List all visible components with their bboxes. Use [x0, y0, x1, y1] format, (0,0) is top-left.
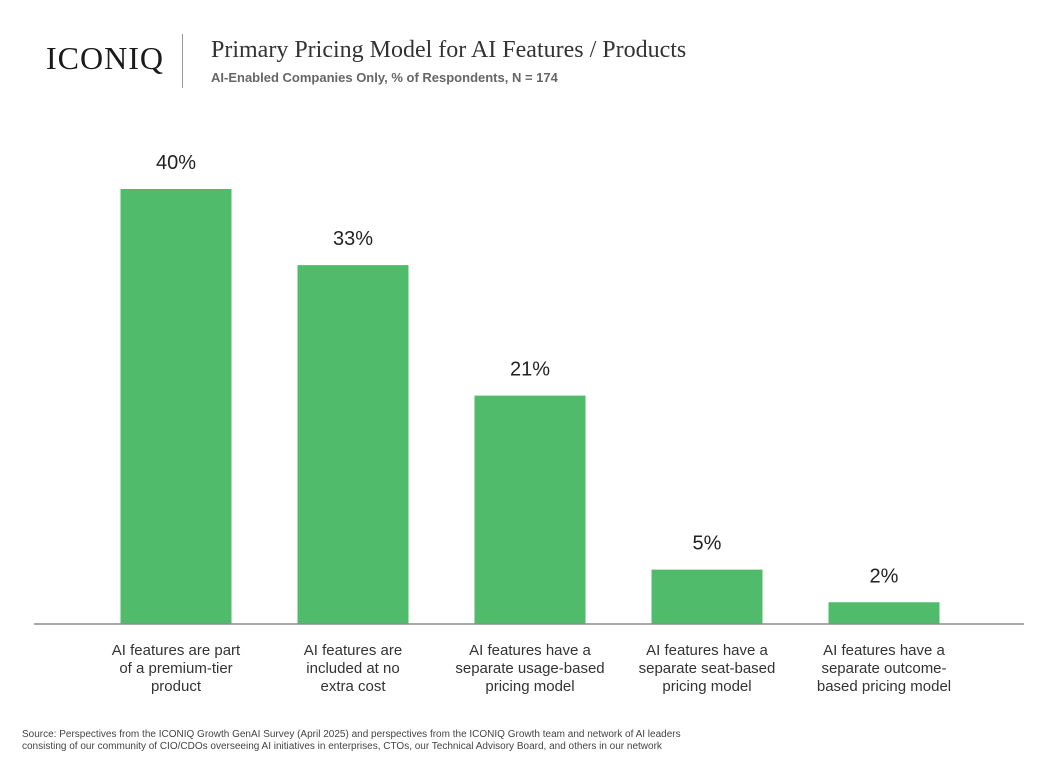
- data-label-3: 21%: [510, 359, 550, 381]
- category-label-1-line-3: product: [151, 678, 202, 695]
- header-divider: [182, 34, 183, 88]
- category-label-1-line-2: of a premium-tier: [119, 660, 232, 677]
- category-label-1-line-1: AI features are part: [112, 642, 241, 659]
- data-label-1: 40%: [156, 152, 196, 174]
- source-footnote: Source: Perspectives from the ICONIQ Gro…: [22, 729, 1032, 753]
- chart-subtitle: AI-Enabled Companies Only, % of Responde…: [211, 70, 558, 85]
- footnote-line-2: consisting of our community of CIO/CDOs …: [22, 741, 662, 752]
- category-label-3-line-3: pricing model: [485, 678, 574, 695]
- category-label-2-line-2: included at no: [306, 660, 399, 677]
- bar-5: [828, 602, 940, 624]
- category-label-2-line-1: AI features are: [304, 642, 402, 659]
- data-label-4: 5%: [693, 533, 722, 555]
- category-label-5-line-2: separate outcome-: [821, 660, 946, 677]
- data-label-2: 33%: [333, 228, 373, 250]
- bar-4: [651, 569, 763, 624]
- bar-3: [474, 395, 586, 624]
- iconiq-logo: ICONIQ: [46, 40, 164, 76]
- bar-1: [120, 189, 232, 624]
- bar-2: [297, 265, 409, 624]
- footnote-line-1: Source: Perspectives from the ICONIQ Gro…: [22, 729, 681, 740]
- category-label-5-line-1: AI features have a: [823, 642, 945, 659]
- category-label-5-line-3: based pricing model: [817, 678, 951, 695]
- category-label-3-line-1: AI features have a: [469, 642, 591, 659]
- category-label-4-line-2: separate seat-based: [639, 660, 776, 677]
- category-label-4-line-3: pricing model: [662, 678, 751, 695]
- category-label-3-line-2: separate usage-based: [455, 660, 604, 677]
- category-label-2-line-3: extra cost: [320, 678, 386, 695]
- category-label-4-line-1: AI features have a: [646, 642, 768, 659]
- data-label-5: 2%: [870, 565, 899, 587]
- chart-title: Primary Pricing Model for AI Features / …: [211, 37, 687, 63]
